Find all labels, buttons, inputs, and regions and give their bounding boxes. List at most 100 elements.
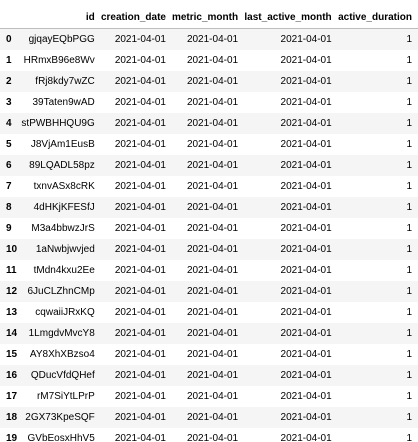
table-row: 6 89LQADL58pz 2021-04-01 2021-04-01 2021-04-… [0, 155, 418, 176]
row-index: 19 [6, 433, 18, 442]
cell-id: stPWBHHQU9G [21, 113, 101, 134]
table-row: 12 6JuCLZhnCMp 2021-04-01 2021-04-01 2021-04… [0, 281, 418, 302]
cell-metric-month: 2021-04-01 [186, 433, 239, 442]
cell-creation-date: 2021-04-01 [114, 433, 166, 442]
cell-last-active-month: 2021-04-01 [280, 55, 332, 66]
cell-active-duration: 1 [406, 349, 412, 360]
dataframe-table: id creation_date metric_month last_activ… [0, 7, 418, 442]
row-index: 5 [6, 139, 12, 150]
cell-active-duration: 1 [337, 239, 418, 260]
row-index: 0 [0, 28, 22, 50]
cell-id: 39Taten9wAD [32, 97, 95, 108]
cell-creation-date: 2021-04-01 [100, 197, 172, 218]
cell-metric-month: 2021-04-01 [186, 181, 239, 192]
cell-id: fRj8kdy7wZC [21, 71, 101, 92]
cell-creation-date: 2021-04-01 [114, 181, 166, 192]
cell-creation-date: 2021-04-01 [114, 391, 166, 402]
row-index: 7 [6, 181, 12, 192]
cell-metric-month: 2021-04-01 [171, 365, 245, 386]
cell-id: tMdn4kxu2Ee [33, 265, 95, 276]
table-row: 4 stPWBHHQU9G 2021-04-01 2021-04-01 2021-04-… [0, 113, 418, 134]
cell-active-duration: 1 [406, 223, 412, 234]
cell-active-duration: 1 [337, 197, 418, 218]
row-index: 16 [0, 365, 22, 386]
cell-id: gjqayEQbPGG [21, 28, 101, 50]
cell-last-active-month: 2021-04-01 [244, 365, 338, 386]
cell-active-duration: 1 [406, 433, 412, 442]
table-row: 9 M3a4bbwzJrS 2021-04-01 2021-04-01 2021-04-… [0, 218, 418, 239]
cell-last-active-month: 2021-04-01 [280, 307, 332, 318]
cell-id: 2GX73KpeSQF [21, 407, 101, 428]
cell-active-duration: 1 [406, 265, 412, 276]
column-header-active-duration: active_duration [337, 7, 418, 29]
cell-active-duration: 1 [406, 97, 412, 108]
row-index: 12 [0, 281, 22, 302]
cell-id: M3a4bbwzJrS [31, 223, 95, 234]
cell-last-active-month: 2021-04-01 [280, 433, 332, 442]
cell-creation-date: 2021-04-01 [100, 407, 172, 428]
cell-last-active-month: 2021-04-01 [244, 113, 338, 134]
column-header-last-active-month: last_active_month [244, 7, 338, 29]
column-header-id: id [21, 7, 101, 29]
cell-id: txnvASx8cRK [33, 181, 95, 192]
row-index: 10 [0, 239, 22, 260]
cell-last-active-month: 2021-04-01 [244, 197, 338, 218]
row-index: 1 [6, 55, 12, 66]
cell-last-active-month: 2021-04-01 [244, 28, 338, 50]
cell-creation-date: 2021-04-01 [100, 281, 172, 302]
cell-metric-month: 2021-04-01 [186, 349, 239, 360]
table-row: 1 HRmxB96e8Wv 2021-04-01 2021-04-01 2021-04-… [0, 50, 418, 71]
row-index: 9 [6, 223, 12, 234]
cell-creation-date: 2021-04-01 [100, 365, 172, 386]
table-row: 17 rM7SiYtLPrP 2021-04-01 2021-04-01 2021-04… [0, 386, 418, 407]
cell-active-duration: 1 [337, 28, 418, 50]
cell-metric-month: 2021-04-01 [186, 307, 239, 318]
column-header-creation-date: creation_date [100, 7, 172, 29]
cell-last-active-month: 2021-04-01 [244, 281, 338, 302]
cell-creation-date: 2021-04-01 [114, 223, 166, 234]
cell-active-duration: 1 [337, 407, 418, 428]
cell-last-active-month: 2021-04-01 [244, 239, 338, 260]
cell-id: 4dHKjKFESfJ [21, 197, 101, 218]
cell-creation-date: 2021-04-01 [114, 139, 166, 150]
cell-creation-date: 2021-04-01 [114, 349, 166, 360]
row-index: 14 [0, 323, 22, 344]
table-row: 7 txnvASx8cRK 2021-04-01 2021-04-01 2021-04-… [0, 176, 418, 197]
table-row: 13 cqwaiiJRxKQ 2021-04-01 2021-04-01 2021-04… [0, 302, 418, 323]
cell-metric-month: 2021-04-01 [171, 28, 245, 50]
cell-metric-month: 2021-04-01 [171, 407, 245, 428]
row-index: 15 [6, 349, 18, 360]
cell-creation-date: 2021-04-01 [100, 323, 172, 344]
table-row: 16 QDucVfdQHef 2021-04-01 2021-04-01 2021-04… [0, 365, 418, 386]
table-row: 8 4dHKjKFESfJ 2021-04-01 2021-04-01 2021-04-… [0, 197, 418, 218]
row-index: 4 [0, 113, 22, 134]
cell-creation-date: 2021-04-01 [100, 113, 172, 134]
cell-id: 6JuCLZhnCMp [21, 281, 101, 302]
cell-creation-date: 2021-04-01 [114, 265, 166, 276]
table-row: 3 39Taten9wAD 2021-04-01 2021-04-01 2021-04-… [0, 92, 418, 113]
cell-creation-date: 2021-04-01 [114, 97, 166, 108]
cell-last-active-month: 2021-04-01 [280, 97, 332, 108]
cell-metric-month: 2021-04-01 [171, 155, 245, 176]
cell-id: cqwaiiJRxKQ [35, 307, 95, 318]
cell-active-duration: 1 [406, 307, 412, 318]
cell-id: 89LQADL58pz [21, 155, 101, 176]
table-row: 10 1aNwbjwvjed 2021-04-01 2021-04-01 2021-04… [0, 239, 418, 260]
cell-id: rM7SiYtLPrP [36, 391, 95, 402]
cell-metric-month: 2021-04-01 [186, 139, 239, 150]
cell-id: 1aNwbjwvjed [21, 239, 101, 260]
cell-metric-month: 2021-04-01 [186, 55, 239, 66]
cell-last-active-month: 2021-04-01 [280, 391, 332, 402]
cell-active-duration: 1 [337, 155, 418, 176]
cell-id: J8VjAm1EusB [30, 139, 95, 150]
row-index: 8 [0, 197, 22, 218]
cell-active-duration: 1 [337, 281, 418, 302]
row-index: 2 [0, 71, 22, 92]
table-row: 18 2GX73KpeSQF 2021-04-01 2021-04-01 2021-04… [0, 407, 418, 428]
table-row: 2 fRj8kdy7wZC 2021-04-01 2021-04-01 2021-04-… [0, 71, 418, 92]
cell-last-active-month: 2021-04-01 [280, 223, 332, 234]
header-row: id creation_date metric_month last_activ… [0, 7, 418, 29]
table-row: 14 1LmgdvMvcY8 2021-04-01 2021-04-01 2021-04… [0, 323, 418, 344]
cell-metric-month: 2021-04-01 [171, 323, 245, 344]
